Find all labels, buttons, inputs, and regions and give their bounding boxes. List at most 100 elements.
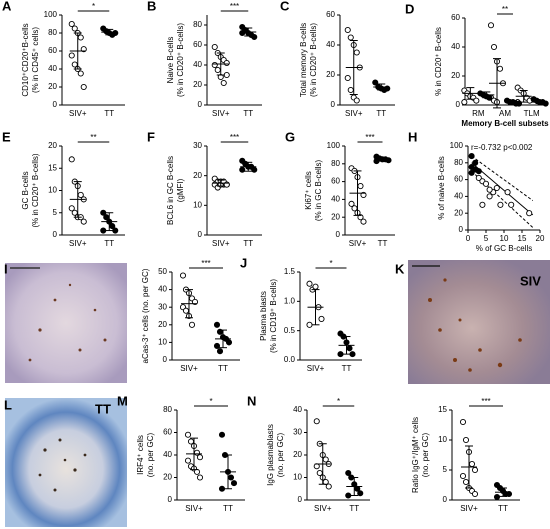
x-tick-label: TT — [376, 109, 386, 118]
point — [372, 79, 379, 86]
point — [504, 189, 511, 196]
y-tick-label: 30 — [158, 302, 167, 311]
y-tick-label: 10 — [193, 200, 202, 209]
y-tick-label: 20 — [451, 71, 460, 80]
y-tick-label: 10 — [293, 473, 302, 482]
point — [214, 66, 221, 74]
point — [468, 169, 475, 176]
point — [471, 490, 479, 498]
y-tick-label: 60 — [451, 13, 460, 22]
x-tick-label: SIV+ — [212, 239, 230, 248]
x-tick-label: SIV+ — [314, 504, 332, 513]
point — [461, 99, 468, 106]
y-tick-label: 20 — [158, 320, 167, 329]
panel-letter: M — [117, 393, 128, 408]
confidence-band — [471, 155, 534, 202]
y-tick-label: 60 — [163, 428, 172, 437]
x-tick-label: SIV+ — [69, 109, 87, 118]
point — [360, 218, 367, 225]
x-tick-label: 15 — [518, 234, 527, 243]
panel-letter: G — [285, 129, 295, 144]
y-tick-label: 0 — [298, 495, 303, 504]
point — [345, 469, 352, 477]
point — [211, 61, 218, 69]
y-tick-label: 20 — [454, 208, 463, 217]
y-axis-label: (% in CD19⁺ B-cells) — [269, 279, 278, 353]
point — [357, 182, 364, 190]
point — [473, 97, 480, 104]
point — [220, 79, 227, 87]
y-tick-label: 60 — [48, 46, 57, 55]
point — [213, 321, 221, 328]
y-tick-label: 40 — [163, 450, 172, 459]
point — [227, 474, 235, 481]
y-tick-label: 0 — [53, 230, 58, 239]
x-tick-label: SIV+ — [212, 109, 230, 118]
x-tick-label: TT — [243, 239, 253, 248]
point — [486, 186, 493, 193]
panel-letter: N — [247, 393, 256, 408]
x-tick-label: SIV+ — [185, 504, 203, 513]
x-axis-label: % of GC B-cells — [476, 244, 532, 253]
y-tick-label: 20 — [163, 473, 172, 482]
point — [385, 157, 392, 164]
point — [459, 418, 467, 426]
panel-letter: L — [4, 397, 12, 412]
point — [251, 166, 258, 173]
x-tick-label: TLM — [524, 109, 540, 118]
significance-label: * — [329, 259, 332, 268]
point — [184, 457, 192, 464]
y-tick-label: 10 — [438, 435, 447, 444]
y-tick-label: 0 — [163, 355, 168, 364]
point — [179, 272, 187, 279]
y-tick-label: 40 — [331, 195, 340, 204]
point — [196, 474, 204, 481]
point — [239, 29, 246, 37]
point — [68, 20, 75, 28]
x-tick-label: 5 — [484, 234, 489, 243]
point — [468, 460, 476, 468]
point — [462, 478, 470, 486]
y-axis-label: (no. per GC) — [421, 432, 430, 477]
y-axis-label: (no. per GC) — [146, 432, 155, 477]
y-tick-label: 40 — [48, 64, 57, 73]
point — [225, 339, 233, 346]
point — [77, 70, 84, 77]
y-axis-label: IgG plasmablasts — [266, 424, 275, 486]
panel-letter: E — [2, 129, 11, 144]
annotation: r=-0.732 p<0.002 — [471, 143, 533, 152]
y-tick-label: 20 — [193, 80, 202, 89]
panel-letter: B — [147, 0, 156, 13]
significance-label: * — [337, 397, 340, 406]
y-tick-label: 80 — [163, 405, 172, 414]
point — [487, 22, 495, 29]
y-tick-label: 0 — [443, 495, 448, 504]
y-tick-label: 0 — [456, 100, 461, 109]
significance-label: *** — [201, 259, 210, 268]
point — [475, 168, 482, 175]
y-axis-label: % in CD20⁺ B-cells — [434, 27, 443, 96]
y-tick-label: 0 — [53, 100, 58, 109]
y-axis-label: (% in CD20⁺ B-cells) — [176, 23, 185, 97]
y-tick-label: 60 — [326, 10, 335, 19]
point — [306, 280, 313, 287]
significance-label: *** — [230, 2, 239, 11]
panel-letter: F — [147, 129, 155, 144]
point — [112, 227, 119, 234]
point — [211, 43, 218, 51]
y-axis-label: % of naive B-cells — [437, 156, 446, 220]
point — [223, 59, 230, 67]
point — [230, 480, 238, 487]
y-tick-label: 60 — [454, 175, 463, 184]
point — [526, 210, 533, 217]
y-tick-label: 0.0 — [284, 355, 296, 364]
point — [493, 184, 500, 192]
x-tick-label: AM — [499, 109, 511, 118]
point — [318, 315, 325, 322]
y-tick-label: 80 — [193, 20, 202, 29]
y-tick-label: 0 — [198, 230, 203, 239]
point — [468, 153, 475, 160]
point — [493, 493, 501, 501]
y-tick-label: 0 — [168, 495, 173, 504]
panel-letter: C — [280, 0, 290, 13]
